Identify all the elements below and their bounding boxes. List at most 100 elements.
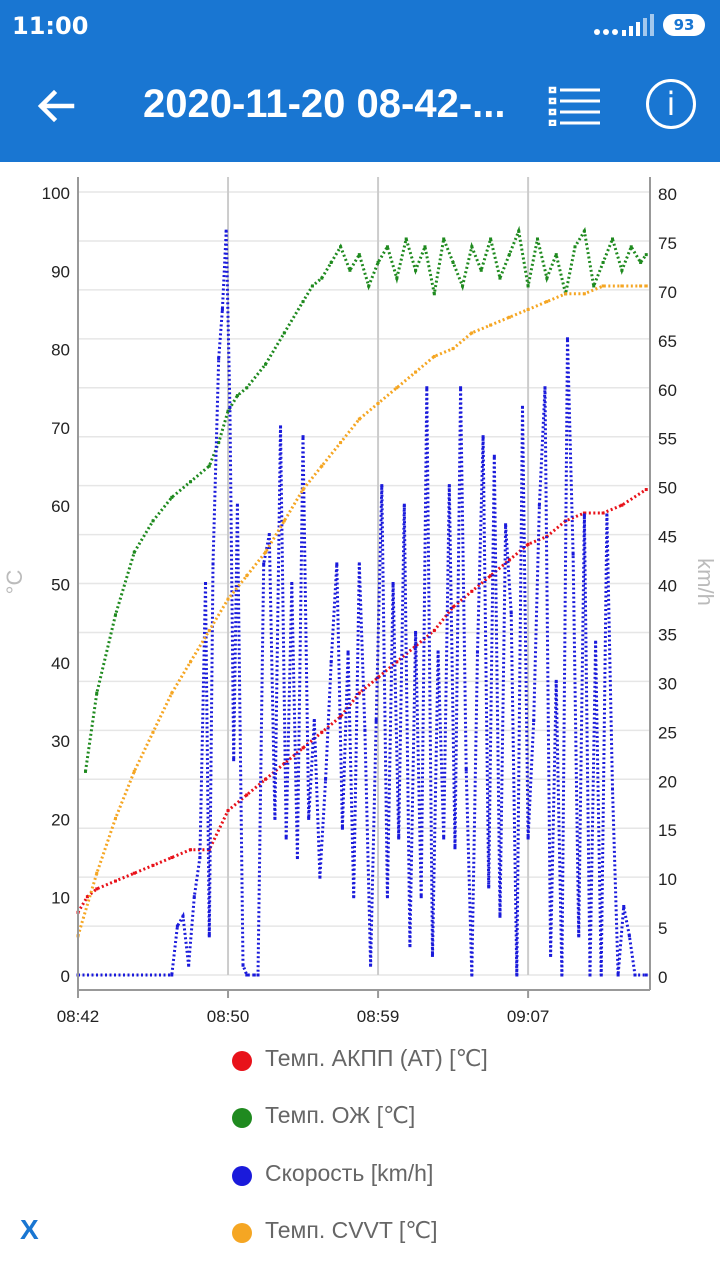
- legend-label: Темп. АКПП (AT) [℃]: [265, 1045, 488, 1071]
- data-point: [217, 441, 221, 445]
- data-point: [601, 260, 605, 264]
- data-point: [346, 650, 350, 654]
- data-point: [545, 276, 549, 280]
- data-point: [198, 856, 202, 860]
- data-point: [601, 511, 605, 515]
- info-icon[interactable]: i: [646, 79, 696, 129]
- data-point: [170, 691, 174, 695]
- legend-label: Темп. CVVT [℃]: [265, 1217, 438, 1243]
- data-point: [526, 307, 530, 311]
- data-point: [402, 503, 406, 507]
- list-icon[interactable]: [548, 86, 602, 126]
- legend-label: Скорость [km/h]: [265, 1160, 434, 1186]
- data-point: [432, 354, 436, 358]
- x-tick-label: 08:50: [207, 1007, 250, 1026]
- data-point: [507, 253, 511, 257]
- data-point: [95, 887, 99, 891]
- chart-series: [76, 225, 648, 977]
- left-tick-label: 100: [42, 184, 70, 203]
- data-point: [192, 895, 196, 899]
- data-point: [535, 237, 539, 241]
- data-point: [489, 323, 493, 327]
- data-point: [633, 973, 637, 977]
- data-point: [226, 409, 230, 413]
- right-tick-label: 40: [658, 577, 677, 596]
- data-point: [357, 691, 361, 695]
- data-point: [526, 284, 530, 288]
- data-point: [211, 562, 215, 566]
- right-tick-label: 70: [658, 283, 677, 302]
- data-point: [442, 237, 446, 241]
- data-point: [282, 519, 286, 523]
- legend-color-dot: [232, 1223, 252, 1243]
- data-point: [489, 237, 493, 241]
- data-point: [339, 245, 343, 249]
- data-point: [385, 895, 389, 899]
- data-point: [367, 284, 371, 288]
- data-point: [507, 558, 511, 562]
- data-point: [132, 769, 136, 773]
- data-point: [301, 435, 305, 439]
- data-point: [301, 300, 305, 304]
- data-point: [226, 597, 230, 601]
- data-point: [453, 846, 457, 850]
- data-point: [492, 454, 496, 458]
- series-0: [76, 488, 648, 914]
- data-point: [204, 582, 208, 585]
- data-point: [432, 628, 436, 632]
- data-point: [256, 973, 260, 977]
- data-point: [526, 836, 530, 840]
- data-point: [571, 552, 575, 556]
- series-3: [76, 284, 648, 938]
- data-point: [357, 253, 361, 257]
- data-point: [391, 582, 395, 585]
- series-1: [84, 225, 648, 773]
- data-point: [601, 284, 605, 288]
- data-point: [252, 973, 256, 977]
- data-point: [592, 284, 596, 288]
- right-tick-label: 35: [658, 625, 677, 644]
- data-point: [460, 284, 464, 288]
- data-point: [207, 628, 211, 632]
- data-point: [423, 245, 427, 249]
- data-point: [189, 480, 193, 484]
- data-point: [459, 386, 463, 390]
- data-point: [532, 719, 536, 723]
- data-point: [430, 953, 434, 957]
- data-point: [582, 513, 586, 517]
- data-point: [245, 793, 249, 797]
- data-point: [267, 533, 271, 537]
- chart-axes: 0 5 10 15 20 25 30 35 40 45 50 55 60 65 70 75 80 0 10 20 30 4…: [42, 177, 677, 1026]
- data-point: [340, 826, 344, 830]
- data-point: [312, 719, 316, 723]
- data-point: [374, 719, 378, 723]
- x-tick-label: 08:42: [57, 1007, 100, 1026]
- legend-color-dot: [232, 1051, 252, 1071]
- data-point: [262, 562, 266, 566]
- data-point: [479, 268, 483, 272]
- right-tick-label: 0: [658, 968, 667, 987]
- data-point: [517, 229, 521, 233]
- data-point: [425, 386, 429, 390]
- data-point: [564, 292, 568, 296]
- data-point: [348, 268, 352, 272]
- back-arrow-icon[interactable]: [32, 82, 80, 130]
- data-point: [549, 953, 553, 957]
- left-tick-label: 70: [51, 419, 70, 438]
- data-point: [644, 488, 648, 492]
- data-point: [599, 973, 603, 977]
- data-point: [310, 284, 314, 288]
- data-point: [181, 914, 185, 918]
- data-point: [385, 245, 389, 249]
- close-button[interactable]: X: [20, 1214, 39, 1245]
- data-point: [301, 746, 305, 750]
- data-point: [582, 511, 586, 515]
- data-point: [395, 386, 399, 390]
- data-point: [504, 523, 508, 527]
- data-point: [245, 973, 249, 977]
- right-tick-label: 30: [658, 674, 677, 693]
- data-point: [526, 542, 530, 546]
- legend-color-dot: [232, 1166, 252, 1186]
- data-point: [629, 245, 633, 249]
- data-point: [273, 816, 277, 820]
